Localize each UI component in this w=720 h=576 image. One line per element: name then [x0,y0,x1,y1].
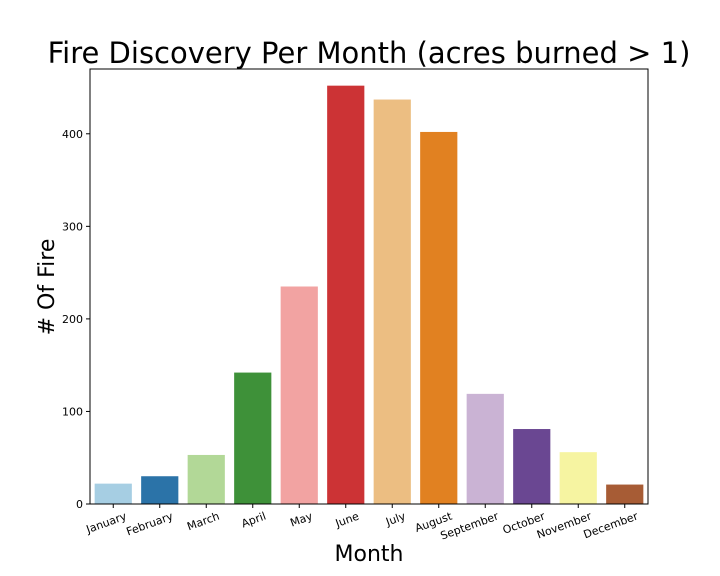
y-axis: 0 100 200 300 400 [62,128,90,511]
x-tick-label: January [84,509,129,536]
x-tick-label: February [125,509,176,538]
bar-november [559,452,597,504]
plot-frame [89,68,649,505]
bar-june [327,85,365,504]
bar-july [373,99,411,504]
y-tick-label: 400 [62,128,83,141]
y-tick-label: 300 [62,220,83,233]
x-tick-label: April [240,510,268,531]
bar-october [513,429,551,504]
y-axis-label: # Of Fire [35,239,60,336]
x-axis-label: Month [335,542,404,567]
bar-april [234,372,272,504]
y-tick-label: 200 [62,313,83,326]
x-tick-label: June [333,510,361,531]
bar-september [466,393,504,504]
y-tick-label: 100 [62,405,83,418]
bar-august [420,131,458,504]
plot-area [94,85,644,504]
bar-december [606,484,644,504]
y-tick-label: 0 [76,498,83,511]
x-tick-label: May [288,509,314,529]
bar-march [187,454,225,504]
x-tick-label: March [185,510,221,534]
bar-january [94,483,132,504]
chart-title: Fire Discovery Per Month (acres burned >… [48,36,691,70]
bar-february [141,476,179,504]
x-tick-label: July [383,509,407,528]
bar-may [280,286,318,504]
